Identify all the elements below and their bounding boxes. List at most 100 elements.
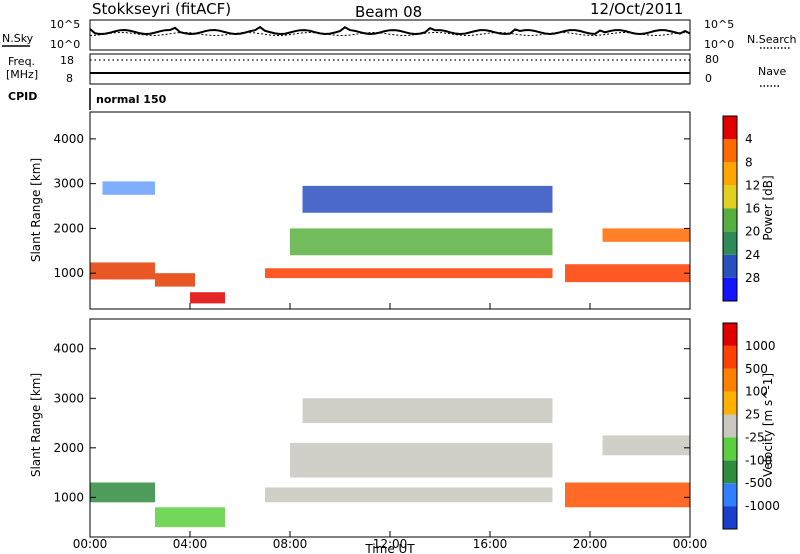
ytick-label: 3000 [53,177,84,191]
ytick-label: 1000 [53,266,84,280]
xtick-label: 08:00 [273,537,308,551]
xtick-label: 00:00 [73,537,108,551]
date-title: 12/Oct/2011 [590,0,683,18]
noise-panel: N.Sky 10^5 10^0 10^5 10^0 N.Search [2,18,797,51]
velocity-colorbar: 1000 500 100 25 -25 -100 -500 -1000 [722,322,780,530]
ytick-label: 1000 [53,490,84,504]
frequency-panel: Freq. [MHz] 18 8 80 0 Nave [6,53,786,87]
noise-sky-label: N.Sky [2,32,34,45]
colorbar-segment [723,162,737,186]
echo-band-0 [265,487,553,503]
ytick-label: 2000 [53,441,84,455]
echo-band-8 [302,185,553,213]
colorbar-segment [723,368,737,392]
colorbar-tick: 20 [745,225,760,239]
colorbar-segment [723,437,737,461]
echo-band-2 [302,398,553,424]
echo-band-1 [155,273,195,287]
colorbar-segment [723,414,737,438]
noise-left-tick-top: 10^5 [50,18,80,31]
nave-label: Nave [758,65,786,78]
echo-band-0 [90,262,155,280]
xtick-label: 20:00 [573,537,608,551]
noise-right-tick-top: 10^5 [704,18,734,31]
echo-band-7 [102,181,155,195]
ytick-label: 4000 [53,342,84,356]
power-ylabel: Slant Range [km] [29,158,43,262]
time-axis: 00:00 04:00 08:00 12:00 16:00 20:00 00:00 [73,303,708,551]
freq-tick-top: 18 [60,54,74,67]
colorbar-segment [723,483,737,507]
colorbar-segment [723,185,737,209]
echo-band-4 [155,507,225,528]
xtick-label: 12:00 [373,537,408,551]
echo-band-3 [265,268,553,279]
colorbar-segment [723,506,737,529]
power-colorbar: 4 8 12 16 20 24 28 [722,115,760,302]
colorbar-segment [723,345,737,369]
freq-units-label: [MHz] [6,68,38,81]
station-title: Stokkseyri (fitACF) [92,0,231,18]
noise-left-tick-bottom: 10^0 [50,38,80,51]
cpid-program: normal 150 [96,93,167,106]
colorbar-segment [723,460,737,484]
colorbar-tick: 25 [745,408,760,422]
colorbar-segment [723,391,737,415]
echo-band-4 [290,228,553,256]
echo-band-6 [602,228,690,242]
colorbar-tick: 100 [745,385,768,399]
velocity-yticks: 1000 2000 3000 4000 [53,342,690,504]
beam-title: Beam 08 [355,3,422,21]
colorbar-segment [723,254,737,278]
echo-band-3 [90,482,155,503]
power-panel: 1000 2000 3000 4000 Slant Range [km] 4 8 12 16… [29,111,775,310]
colorbar-frame [722,322,738,530]
time-axis-label: Time UT [364,542,415,554]
colorbar-tick: 4 [745,132,753,146]
colorbar-tick: -25 [745,430,765,444]
ytick-label: 4000 [53,132,84,146]
colorbar-tick: -1000 [745,499,780,513]
power-colorbar-label: Power [dB] [761,175,775,240]
power-bands [90,181,690,304]
echo-band-1 [290,442,553,478]
cpid-label: CPID [8,90,37,103]
freq-label: Freq. [8,55,35,68]
colorbar-tick: -100 [745,453,772,467]
colorbar-segment [723,277,737,301]
ytick-label: 3000 [53,391,84,405]
colorbar-segment [723,231,737,255]
colorbar-tick: 24 [745,248,760,262]
colorbar-segment [723,323,737,346]
colorbar-tick: 500 [745,362,768,376]
xtick-label: 16:00 [473,537,508,551]
echo-band-5 [565,264,690,283]
colorbar-frame [722,115,738,302]
colorbar-tick: 8 [745,155,753,169]
freq-tick-bottom: 8 [66,72,73,85]
power-yticks: 1000 2000 3000 4000 [53,132,690,280]
echo-band-5 [565,482,690,508]
xtick-label: 04:00 [173,537,208,551]
noise-right-tick-bottom: 10^0 [704,38,734,51]
noise-search-label: N.Search [747,33,797,46]
echo-band-6 [602,435,690,456]
velocity-panel: 1000 2000 3000 4000 Slant Range [km] 1000 50… [29,318,780,538]
colorbar-tick: 12 [745,178,760,192]
velocity-bands [90,398,690,528]
noise-sky-trace [89,25,691,36]
nave-tick-top: 80 [705,53,719,66]
colorbar-tick: 16 [745,202,760,216]
ytick-label: 2000 [53,221,84,235]
nave-tick-bottom: 0 [705,72,712,85]
velocity-ylabel: Slant Range [km] [29,373,43,477]
colorbar-tick: -500 [745,476,772,490]
colorbar-tick: 1000 [745,339,776,353]
velocity-colorbar-label: Velocity [m s^-1] [761,373,775,477]
colorbar-tick: 28 [745,271,760,285]
colorbar-segment [723,116,737,140]
xtick-label: 00:00 [673,537,708,551]
echo-band-2 [190,292,225,304]
noise-search-trace [89,31,691,37]
